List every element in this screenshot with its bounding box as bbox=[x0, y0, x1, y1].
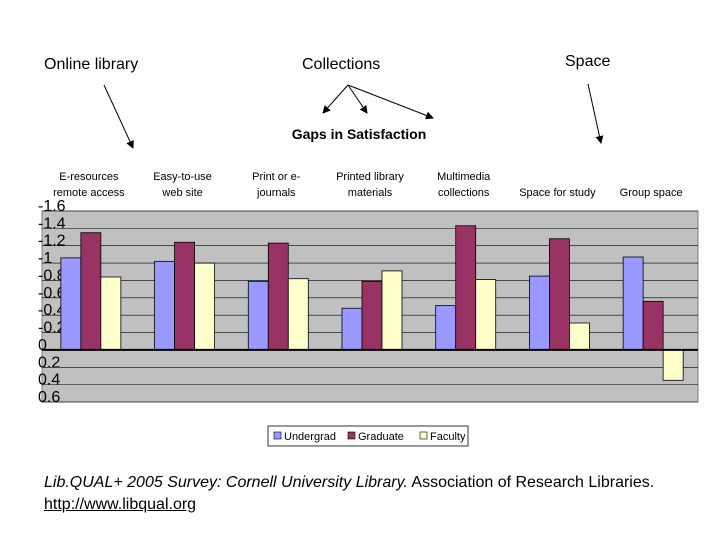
legend-swatch bbox=[347, 431, 356, 440]
bar bbox=[154, 260, 175, 351]
annotation: Space bbox=[565, 53, 610, 70]
category-label: Group space bbox=[620, 187, 683, 199]
legend-swatch bbox=[419, 431, 428, 440]
bar bbox=[80, 232, 102, 351]
category-label: journals bbox=[256, 187, 296, 199]
category-label: Easy-to-use bbox=[153, 171, 212, 183]
bar bbox=[662, 349, 684, 381]
category-label: Print or e- bbox=[252, 171, 301, 183]
bar bbox=[60, 257, 82, 351]
annotation: Online library bbox=[44, 56, 138, 73]
legend-label: Undergrad bbox=[284, 431, 336, 443]
legend-box bbox=[267, 425, 469, 447]
y-tick-label: -1 bbox=[38, 250, 52, 267]
category-label: web site bbox=[161, 187, 202, 199]
category-label: Space for study bbox=[519, 187, 596, 199]
bar bbox=[361, 280, 383, 351]
category-label: E-resources bbox=[59, 171, 119, 183]
bar bbox=[622, 256, 644, 351]
bar bbox=[549, 238, 570, 351]
bar bbox=[529, 275, 550, 351]
category-label: collections bbox=[438, 187, 490, 199]
bar bbox=[455, 225, 477, 351]
y-tick-label: 0.2 bbox=[38, 354, 60, 371]
bar bbox=[174, 241, 195, 351]
y-tick-label: 0.6 bbox=[38, 389, 60, 406]
category-label: remote access bbox=[53, 187, 125, 199]
legend-label: Graduate bbox=[358, 431, 404, 443]
y-tick-label: 0 bbox=[38, 337, 47, 354]
bar bbox=[642, 300, 664, 351]
category-label: materials bbox=[348, 187, 393, 199]
caption: Lib.QUAL+ 2005 Survey: Cornell Universit… bbox=[44, 472, 684, 516]
bar bbox=[475, 279, 497, 351]
legend-label: Faculty bbox=[430, 431, 466, 443]
y-tick-label: 0.4 bbox=[38, 372, 60, 389]
chart-title: Gaps in Satisfaction bbox=[292, 126, 427, 142]
bar bbox=[267, 242, 289, 351]
arrows bbox=[103, 83, 604, 149]
bar bbox=[194, 262, 215, 351]
y-tick-label: -1.6 bbox=[38, 198, 66, 215]
url-link[interactable]: http://www.libqual.org bbox=[44, 496, 197, 513]
bar bbox=[569, 322, 590, 351]
bar bbox=[100, 276, 122, 351]
bar bbox=[247, 280, 269, 351]
y-tick-label: -1.2 bbox=[38, 233, 66, 250]
category-label: Printed library bbox=[336, 171, 404, 183]
bar bbox=[381, 270, 403, 351]
bar bbox=[435, 305, 457, 351]
y-tick-label: -1.4 bbox=[38, 215, 66, 232]
category-label: Multimedia bbox=[437, 171, 491, 183]
annotation: Collections bbox=[302, 56, 380, 73]
legend-swatch bbox=[273, 431, 282, 440]
source-title: Lib.QUAL+ 2005 Survey: Cornell Universit… bbox=[44, 474, 408, 491]
bar bbox=[341, 307, 363, 351]
bar bbox=[287, 278, 309, 351]
source-org: Association of Research Libraries. bbox=[411, 474, 655, 491]
